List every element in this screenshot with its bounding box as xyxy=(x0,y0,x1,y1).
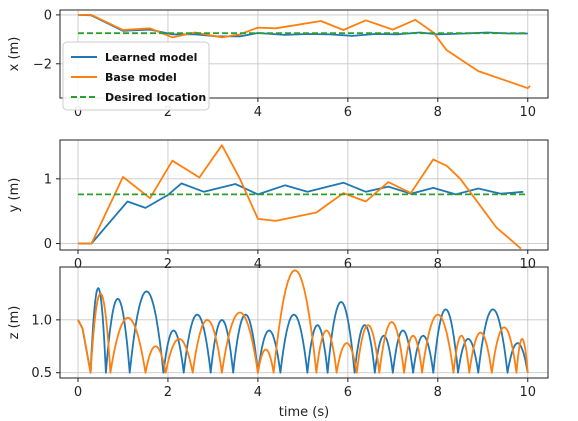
x-tick-label: 0 xyxy=(74,257,82,272)
axes-frame xyxy=(59,266,549,379)
x-tick-label: 4 xyxy=(254,105,262,120)
axes-frame xyxy=(59,9,549,99)
y-tick-label: 1 xyxy=(44,172,52,187)
y-tick-label: 0.5 xyxy=(31,366,52,381)
series-line xyxy=(78,144,522,250)
x-tick-label: 8 xyxy=(434,257,442,272)
x-tick-label: 6 xyxy=(344,385,352,400)
plot-area xyxy=(77,14,531,90)
x-tick-label: 10 xyxy=(519,385,536,400)
y-tick-label: 1.0 xyxy=(31,313,52,328)
x-tick-label: 2 xyxy=(164,385,172,400)
x-axis-label: time (s) xyxy=(279,405,329,420)
subplot-3: 0 2 4 6 8 10 0.5 1.0 z (m) time (s) xyxy=(7,266,549,420)
x-tick-label: 4 xyxy=(254,257,262,272)
x-tick-label: 8 xyxy=(434,385,442,400)
x-tick-label: 2 xyxy=(164,105,172,120)
x-tick-label: 0 xyxy=(74,385,82,400)
y-axis-label: z (m) xyxy=(7,306,22,340)
x-tick-label: 4 xyxy=(254,385,262,400)
subplot-1: 0 2 4 6 8 10 −2 0 x (m) Learned model Base model De… xyxy=(7,8,549,120)
x-tick-label: 6 xyxy=(344,257,352,272)
x-tick-label: 0 xyxy=(74,105,82,120)
x-tick-label: 8 xyxy=(434,105,442,120)
legend-label: Desired location xyxy=(105,91,206,104)
x-tick-label: 10 xyxy=(519,257,536,272)
axes-frame xyxy=(59,139,549,251)
y-tick-label: 0 xyxy=(44,8,52,23)
y-axis-label: y (m) xyxy=(7,178,22,213)
x-tick-label: 10 xyxy=(519,105,536,120)
x-tick-label: 2 xyxy=(164,257,172,272)
plot-area xyxy=(77,269,529,374)
subplot-2: 0 2 4 6 8 10 0 1 y (m) xyxy=(7,139,549,272)
series-line xyxy=(77,287,529,374)
y-tick-label: 0 xyxy=(44,237,52,252)
y-tick-label: −2 xyxy=(33,57,52,72)
legend: Learned model Base model Desired location xyxy=(62,41,210,111)
legend-label: Learned model xyxy=(105,51,197,64)
series-line xyxy=(77,269,529,374)
y-axis-label: x (m) xyxy=(7,37,22,72)
legend-box xyxy=(62,41,210,111)
legend-label: Base model xyxy=(105,71,177,84)
plot-area xyxy=(78,144,528,250)
series-line xyxy=(78,14,531,90)
x-tick-label: 6 xyxy=(344,105,352,120)
series-line xyxy=(78,181,524,245)
